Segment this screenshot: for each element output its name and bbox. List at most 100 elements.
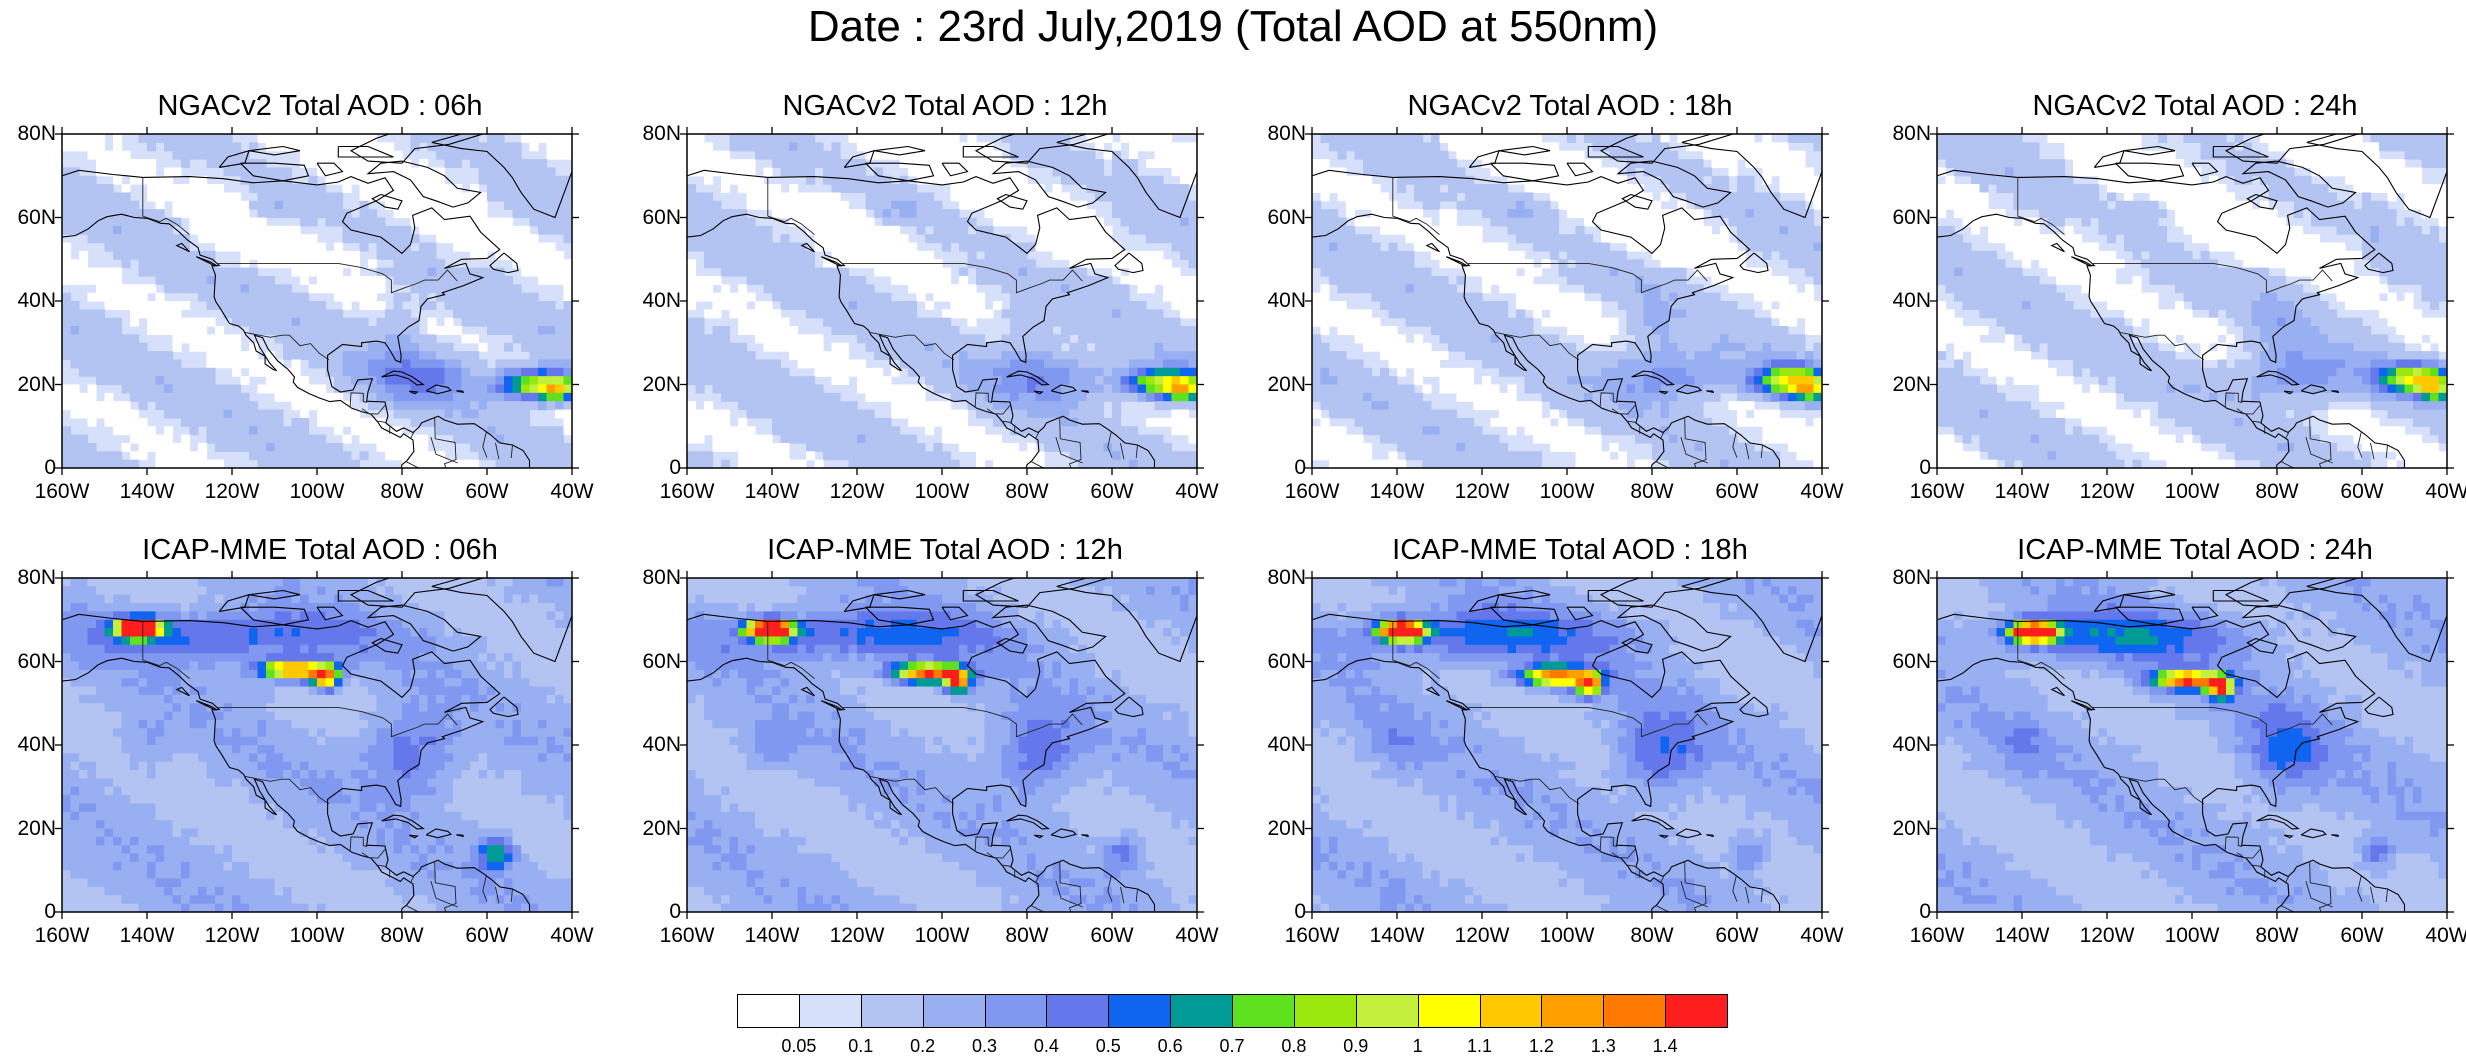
lon-tick-label: 60W — [1715, 480, 1759, 503]
lat-tick-label: 0 — [1294, 900, 1306, 923]
lon-tick-label: 80W — [2255, 480, 2299, 503]
colorbar-swatch — [1232, 994, 1295, 1028]
lon-tick-label: 160W — [1284, 480, 1340, 503]
lat-tick-label: 40N — [1892, 289, 1931, 312]
lon-tick-label: 100W — [914, 480, 970, 503]
lon-tick-label: 80W — [1630, 480, 1674, 503]
colorbar-swatch — [1293, 994, 1357, 1028]
colorbar-label: 0.8 — [1281, 1036, 1307, 1056]
lon-tick-label: 60W — [2340, 924, 2384, 947]
country-borders — [767, 621, 1138, 912]
lon-tick-label: 160W — [1909, 924, 1965, 947]
map-panel-icap-mme-18h: ICAP-MME Total AOD : 18h 80N 60N 40N 20N 0 160… — [1250, 530, 1850, 980]
lat-tick-label: 0 — [669, 456, 681, 479]
coastlines — [1312, 134, 1822, 468]
lon-tick-label: 140W — [744, 480, 800, 503]
map-panel-icap-mme-24h: ICAP-MME Total AOD : 24h 80N 60N 40N 20N 0 160… — [1875, 530, 2466, 980]
map-panel-ngacv2-24h: NGACv2 Total AOD : 24h 80N 60N 40N 20N 0 160W 1… — [1875, 86, 2466, 536]
lon-tick-label: 80W — [1005, 480, 1049, 503]
colorbar-label: 0.2 — [910, 1036, 936, 1056]
colorbar-label: 0.7 — [1219, 1036, 1245, 1056]
lon-tick-label: 100W — [289, 480, 345, 503]
lon-tick-label: 60W — [465, 924, 509, 947]
lon-tick-label: 60W — [2340, 480, 2384, 503]
country-borders — [767, 177, 1138, 468]
lon-tick-label: 40W — [1175, 924, 1219, 947]
colorbar-swatch — [984, 994, 1048, 1028]
lat-tick-label: 20N — [642, 816, 681, 840]
lat-tick-label: 60N — [17, 649, 56, 673]
lon-tick-label: 80W — [1005, 924, 1049, 947]
aod-map — [680, 571, 1204, 919]
lat-tick-label: 60N — [642, 205, 681, 229]
lon-tick-label: 160W — [34, 924, 90, 947]
lon-tick-label: 120W — [829, 480, 885, 503]
lat-tick-label: 60N — [1267, 205, 1306, 229]
map-panel-icap-mme-06h: ICAP-MME Total AOD : 06h 80N 60N 40N 20N 0 160… — [0, 530, 600, 980]
lon-tick-label: 80W — [1630, 924, 1674, 947]
colorbar-swatch — [1603, 994, 1667, 1028]
lat-tick-label: 40N — [642, 289, 681, 312]
lon-tick-label: 120W — [2079, 924, 2135, 947]
colorbar-label: 1 — [1412, 1036, 1423, 1056]
lat-tick-label: 40N — [17, 733, 56, 756]
lon-tick-label: 140W — [744, 924, 800, 947]
lat-tick-label: 40N — [1892, 733, 1931, 756]
lon-tick-label: 140W — [1369, 480, 1425, 503]
map-panel-ngacv2-18h: NGACv2 Total AOD : 18h 80N 60N 40N 20N 0 160W 1… — [1250, 86, 1850, 536]
lat-tick-label: 20N — [1892, 816, 1931, 840]
colorbar-swatch — [1170, 994, 1233, 1028]
aod-colorbar: 0.05 0.1 0.2 0.3 0.4 0.5 0.6 0.7 0.8 0.9 1 1.1 1.2 1.… — [737, 994, 1728, 1056]
lon-tick-label: 120W — [204, 924, 260, 947]
lon-tick-label: 100W — [914, 924, 970, 947]
lat-tick-label: 0 — [1919, 456, 1931, 479]
lat-tick-label: 80N — [17, 122, 56, 145]
panel-title: ICAP-MME Total AOD : 12h — [767, 534, 1123, 566]
lat-tick-label: 0 — [1919, 900, 1931, 923]
lat-tick-label: 40N — [1267, 733, 1306, 756]
lon-tick-label: 140W — [1994, 924, 2050, 947]
coastlines — [62, 578, 572, 912]
coastlines — [1937, 578, 2447, 912]
lat-tick-label: 20N — [642, 372, 681, 396]
aod-map — [680, 127, 1204, 475]
colorbar-label: 1.4 — [1652, 1036, 1678, 1056]
aod-map — [55, 571, 579, 919]
map-panel-ngacv2-06h: NGACv2 Total AOD : 06h 80N 60N 40N 20N 0 160W 1… — [0, 86, 600, 536]
colorbar-swatch — [1417, 994, 1481, 1028]
lat-tick-label: 20N — [17, 816, 56, 840]
colorbar-swatch — [1541, 994, 1605, 1028]
lat-tick-label: 60N — [642, 649, 681, 673]
colorbar-label: 0.9 — [1343, 1036, 1369, 1056]
colorbar-swatch — [737, 994, 800, 1028]
lon-tick-label: 120W — [829, 924, 885, 947]
map-panel-icap-mme-12h: ICAP-MME Total AOD : 12h 80N 60N 40N 20N 0 160… — [625, 530, 1225, 980]
colorbar-swatch — [1108, 994, 1172, 1028]
lat-tick-label: 80N — [1267, 122, 1306, 145]
panel-title: ICAP-MME Total AOD : 24h — [2017, 534, 2373, 566]
lon-tick-label: 160W — [1909, 480, 1965, 503]
lon-tick-label: 80W — [2255, 924, 2299, 947]
colorbar-swatch — [860, 994, 924, 1028]
lat-tick-label: 0 — [669, 900, 681, 923]
lon-tick-label: 40W — [1800, 924, 1844, 947]
lon-tick-label: 100W — [1539, 924, 1595, 947]
lat-tick-label: 20N — [1892, 372, 1931, 396]
aod-map — [1305, 127, 1829, 475]
colorbar-swatch — [1665, 994, 1728, 1028]
colorbar-swatch — [922, 994, 986, 1028]
coastlines — [62, 134, 572, 468]
lon-tick-label: 100W — [289, 924, 345, 947]
lat-tick-label: 60N — [1892, 205, 1931, 229]
country-borders — [142, 621, 513, 912]
colorbar-swatch — [1046, 994, 1110, 1028]
aod-map — [1930, 571, 2454, 919]
coastlines — [687, 134, 1197, 468]
lon-tick-label: 60W — [1715, 924, 1759, 947]
colorbar-label: 0.4 — [1033, 1036, 1059, 1056]
lat-tick-label: 80N — [642, 122, 681, 145]
lat-tick-label: 80N — [642, 566, 681, 589]
lon-tick-label: 100W — [2164, 480, 2220, 503]
colorbar-swatch — [1355, 994, 1419, 1028]
lon-tick-label: 40W — [1800, 480, 1844, 503]
